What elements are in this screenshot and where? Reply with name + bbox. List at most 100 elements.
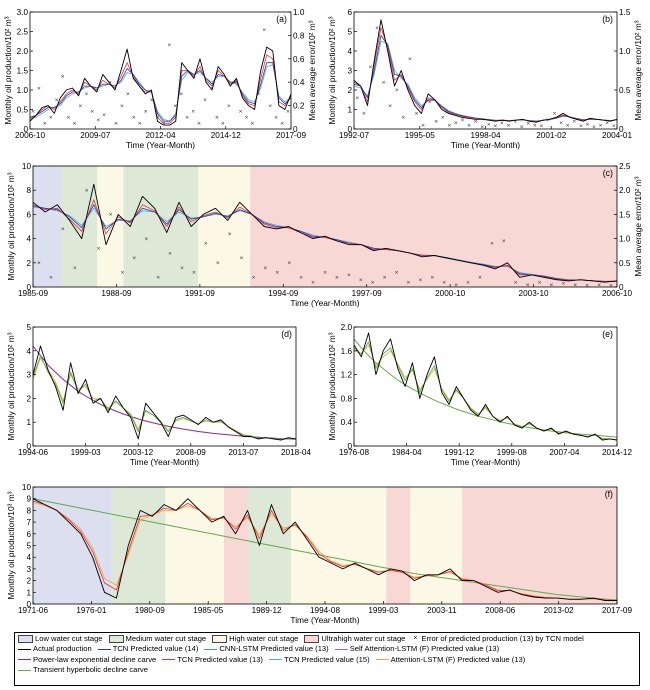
x-tick-label: 1997-09 [352, 289, 382, 298]
x-tick-label: 2006-10 [602, 289, 632, 298]
error-marker: × [262, 27, 266, 34]
x-axis-label: Time (Year-Month) [451, 457, 520, 467]
legend-row: Transient hyperbolic decline carve [18, 665, 636, 675]
y-tick-label: 1.5 [17, 67, 29, 76]
plot-frame [29, 11, 292, 130]
legend-label: High water cut stage [229, 634, 299, 643]
error-marker: × [138, 120, 142, 127]
legend-swatch-box [108, 635, 124, 643]
x-tick-label: 1994-06 [18, 448, 48, 457]
legend-swatch-line [18, 669, 31, 671]
error-marker: × [240, 255, 244, 262]
error-marker: × [415, 111, 419, 118]
error-marker: × [144, 109, 148, 116]
error-marker: × [579, 123, 583, 130]
y2-tick-label: 0.5 [619, 86, 631, 95]
y2-tick-label: 0.8 [293, 31, 305, 40]
error-marker: × [428, 99, 432, 106]
y-tick-label: 1.6 [341, 347, 353, 356]
y2-tick-label: 1.0 [619, 47, 631, 56]
error-marker: × [612, 123, 616, 130]
y2-axis-label: Mean average error/10² m³ [307, 20, 317, 120]
y-tick-label: 6 [26, 530, 31, 539]
x-axis-label: Time (Year-Month) [290, 298, 359, 308]
error-marker: × [191, 109, 195, 116]
legend-swatch-x-marker: × [413, 635, 418, 642]
y2-tick-label: 0 [293, 125, 298, 134]
y-axis-label: Monthly oil production/10² m³ [327, 332, 337, 440]
legend-label: Error of predicted production (13) by TC… [421, 634, 584, 644]
y-tick-label: 6 [347, 8, 352, 17]
error-marker: × [311, 279, 315, 286]
legend-label: CNN-LSTM Predicted value (13) [219, 644, 329, 654]
error-marker: × [359, 277, 363, 284]
error-marker: × [79, 103, 83, 110]
error-marker: × [274, 115, 278, 122]
error-marker: × [114, 120, 118, 127]
legend-item: TCN Predicted value (13) [162, 655, 263, 665]
x-tick-label: 2006-10 [15, 131, 45, 140]
legend: Low water cut stage Medium water cut stag… [14, 632, 640, 686]
error-marker: × [566, 122, 570, 129]
error-marker: × [418, 277, 422, 284]
x-tick-label: 1995-05 [405, 131, 435, 140]
y-tick-label: 3 [26, 565, 31, 574]
error-marker: × [407, 279, 411, 286]
error-marker: × [221, 120, 225, 127]
y-tick-label: 8 [26, 186, 31, 195]
error-marker: × [572, 118, 576, 125]
error-marker: × [599, 122, 603, 129]
x-tick-label: 2017-09 [276, 131, 306, 140]
y-tick-label: 8 [26, 506, 31, 515]
error-marker: × [490, 241, 494, 248]
y2-tick-label: 0 [619, 283, 624, 292]
error-marker: × [573, 282, 577, 289]
y-tick-label: 1 [26, 588, 31, 597]
x-tick-label: 2017-09 [602, 606, 632, 615]
error-marker: × [500, 120, 504, 127]
error-marker: × [156, 115, 160, 122]
legend-swatch-line [162, 659, 176, 661]
chart-panel-a: ××××××××××××××××××××××××××××××××××××××××… [3, 8, 317, 150]
y2-tick-label: 0 [619, 125, 624, 134]
panel-label: (a) [276, 14, 287, 24]
y-tick-label: 7 [26, 518, 31, 527]
error-marker: × [227, 103, 231, 110]
panel-label: (c) [603, 168, 613, 178]
error-marker: × [550, 282, 554, 289]
legend-label: Medium water cut stage [125, 634, 207, 643]
error-marker: × [514, 279, 518, 286]
error-marker: × [597, 282, 601, 289]
legend-swatch-line [204, 648, 218, 650]
legend-item: Medium water cut stage [108, 634, 207, 644]
error-marker: × [102, 112, 106, 119]
legend-item: CNN-LSTM Predicted value (13) [204, 644, 329, 654]
error-marker: × [375, 25, 379, 32]
legend-label: Self Attention-LSTM (F) Predicted value … [349, 644, 500, 654]
error-marker: × [559, 120, 563, 127]
error-marker: × [466, 279, 470, 286]
y-tick-label: 3 [26, 371, 31, 380]
x-axis-label: Time (Year-Month) [130, 457, 199, 467]
legend-item: Ultrahigh water cut stage [304, 634, 405, 644]
stage-band-high [291, 487, 387, 604]
series-line-actual [32, 183, 618, 283]
x-tick-label: 1994-09 [268, 289, 298, 298]
error-marker: × [37, 260, 41, 267]
error-marker: × [520, 124, 524, 131]
y-tick-label: 0 [26, 600, 31, 609]
y-tick-label: 2.5 [17, 28, 29, 37]
error-marker: × [216, 260, 220, 267]
error-marker: × [369, 64, 373, 71]
error-marker: × [480, 124, 484, 131]
error-marker: × [442, 279, 446, 286]
legend-row: Low water cut stage Medium water cut stag… [18, 634, 636, 644]
y2-axis-label: Mean average error/10² m³ [633, 20, 643, 120]
error-marker: × [553, 111, 557, 118]
legend-item: High water cut stage [212, 634, 298, 644]
error-marker: × [362, 111, 366, 118]
error-marker: × [371, 279, 375, 286]
y2-tick-label: 1.0 [619, 235, 631, 244]
y-tick-label: 2 [347, 86, 352, 95]
error-marker: × [97, 245, 101, 252]
